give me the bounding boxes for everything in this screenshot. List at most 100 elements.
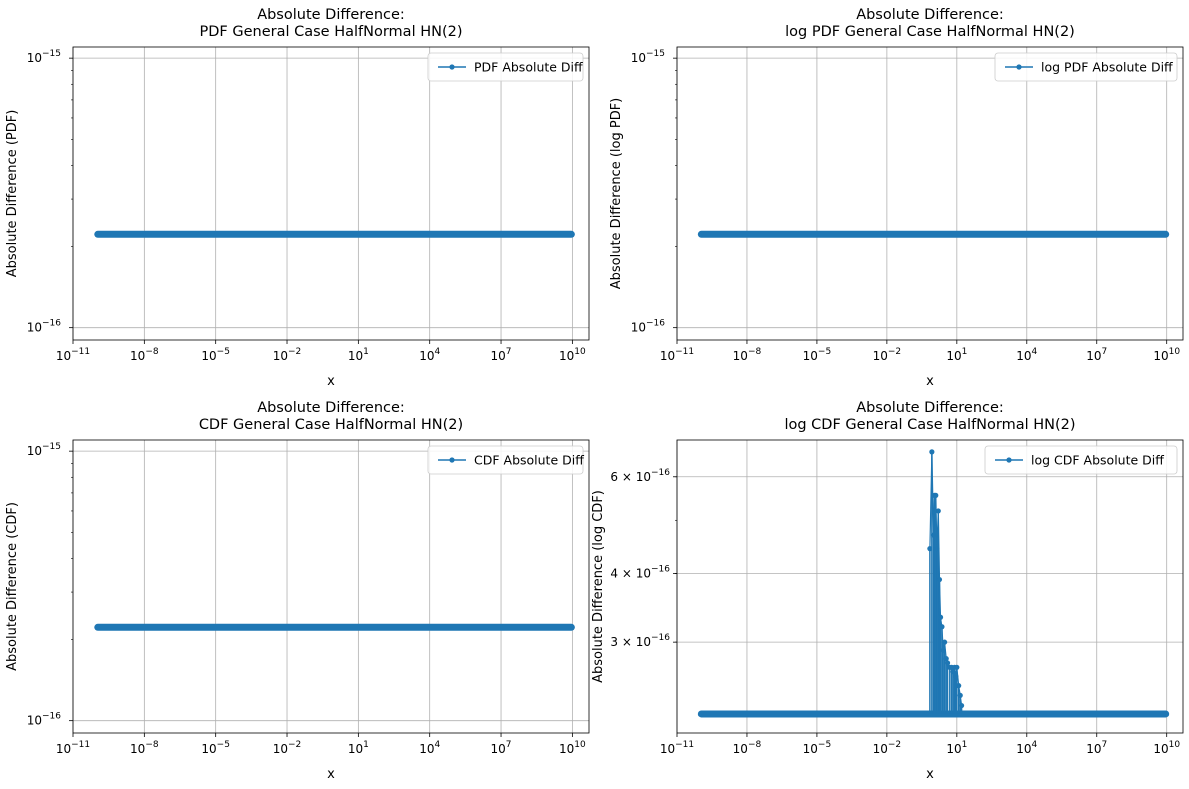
legend-label: log PDF Absolute Diff — [1041, 60, 1173, 75]
x-tick-label: 101 — [348, 347, 369, 363]
chart-title: PDF General Case HalfNormal HN(2) — [200, 24, 463, 40]
chart-1: 10−11 10−8 10−5 10−2 101 104 107 1010x10−1510−1… — [5, 7, 590, 389]
y-tick-label: 10−15 — [631, 49, 665, 65]
legend-label: PDF Absolute Diff — [474, 60, 583, 75]
x-axis-label: x — [926, 767, 934, 782]
y-axis-label: Absolute Difference (PDF) — [5, 110, 20, 278]
x-tick-label: 10−2 — [273, 740, 302, 756]
chart-title: CDF General Case HalfNormal HN(2) — [199, 417, 463, 433]
y-tick-label: 10−16 — [27, 712, 62, 728]
x-tick-label: 104 — [419, 740, 440, 756]
legend: PDF Absolute Diff — [427, 52, 584, 82]
chart-title: log PDF General Case HalfNormal HN(2) — [785, 24, 1075, 40]
x-tick-label: 10−8 — [130, 740, 159, 756]
legend: CDF Absolute Diff — [427, 445, 584, 475]
x-tick-label: 101 — [946, 740, 967, 756]
x-axis: 10−11 10−8 10−5 10−2 101 104 107 1010 — [660, 340, 1180, 363]
axes-frame — [676, 46, 1184, 341]
x-tick-label: 10−8 — [733, 740, 762, 756]
chart-title: Absolute Difference: — [257, 7, 405, 23]
y-tick-label: 10−15 — [27, 49, 61, 65]
x-tick-label: 10−11 — [56, 740, 90, 756]
y-axis: 10−15 10−16 — [27, 442, 73, 728]
grid-lines — [72, 47, 589, 340]
x-axis-label: x — [327, 374, 335, 389]
x-tick-label: 1010 — [1153, 740, 1180, 756]
y-tick-label: 6 × 10−16 — [610, 468, 670, 484]
x-tick-label: 1010 — [559, 347, 586, 363]
x-axis-label: x — [926, 374, 934, 389]
legend-marker — [1006, 457, 1012, 463]
x-tick-label: 101 — [348, 740, 369, 756]
y-axis-label: Absolute Difference (log CDF) — [591, 490, 606, 683]
y-tick-label: 10−16 — [631, 319, 666, 335]
x-tick-label: 10−8 — [130, 347, 159, 363]
x-tick-label: 104 — [1016, 347, 1037, 363]
legend-box — [427, 52, 584, 82]
x-tick-label: 10−2 — [873, 347, 902, 363]
x-tick-label: 10−5 — [803, 740, 832, 756]
x-tick-label: 10−5 — [201, 347, 230, 363]
data-point — [929, 449, 935, 455]
y-tick-label: 10−16 — [27, 319, 62, 335]
series-markers — [697, 230, 1170, 238]
legend-marker — [1016, 64, 1022, 70]
x-tick-label: 10−11 — [56, 347, 90, 363]
x-axis: 10−11 10−8 10−5 10−2 101 104 107 1010 — [56, 340, 586, 363]
plot-area — [697, 449, 1170, 718]
y-tick-label: 10−15 — [27, 442, 61, 458]
series-markers — [94, 623, 575, 631]
x-tick-label: 107 — [1086, 740, 1107, 756]
x-tick-label: 10−11 — [660, 347, 694, 363]
chart-title: log CDF General Case HalfNormal HN(2) — [784, 417, 1075, 433]
x-tick-label: 107 — [491, 347, 512, 363]
plot-area — [697, 230, 1170, 238]
y-tick-label: 3 × 10−16 — [610, 633, 670, 649]
y-axis: 6 × 10−16 4 × 10−16 3 × 10−16 — [610, 468, 677, 649]
x-tick-label: 107 — [491, 740, 512, 756]
x-tick-label: 10−2 — [873, 740, 902, 756]
chart-title: Absolute Difference: — [257, 400, 405, 416]
grid-lines — [72, 440, 589, 733]
chart-4: 10−11 10−8 10−5 10−2 101 104 107 1010 x 6 × 10−16… — [591, 400, 1184, 782]
legend: log CDF Absolute Diff — [984, 445, 1178, 475]
axes-frame — [72, 439, 590, 734]
grid-lines — [676, 47, 1183, 340]
data-point — [958, 702, 965, 709]
x-tick-label: 104 — [419, 347, 440, 363]
x-tick-label: 104 — [1016, 740, 1037, 756]
chart-title: Absolute Difference: — [856, 7, 1004, 23]
legend-marker — [449, 457, 455, 463]
chart-title: Absolute Difference: — [856, 400, 1004, 416]
axes-frame — [72, 46, 590, 341]
y-axis-label: Absolute Difference (CDF) — [5, 502, 20, 671]
legend-box — [427, 445, 584, 475]
x-tick-label: 101 — [946, 347, 967, 363]
x-tick-label: 10−8 — [733, 347, 762, 363]
x-tick-label: 10−5 — [803, 347, 832, 363]
x-tick-label: 10−11 — [660, 740, 694, 756]
x-axis-label: x — [327, 767, 335, 782]
x-tick-label: 1010 — [1153, 347, 1180, 363]
chart-3: 10−11 10−8 10−5 10−2 101 104 107 1010x10−1510−1… — [5, 400, 590, 782]
x-tick-label: 10−5 — [201, 740, 230, 756]
x-tick-label: 1010 — [559, 740, 586, 756]
y-axis: 10−15 10−16 — [631, 49, 677, 335]
legend-box — [994, 52, 1178, 82]
chart-2: 10−11 10−8 10−5 10−2 101 104 107 1010x10−1510−1… — [609, 7, 1184, 389]
axes-frame — [676, 439, 1184, 734]
x-axis: 10−11 10−8 10−5 10−2 101 104 107 1010 — [56, 733, 586, 756]
x-tick-label: 107 — [1086, 347, 1107, 363]
legend-box — [984, 445, 1178, 475]
legend-marker — [449, 64, 455, 70]
legend-label: CDF Absolute Diff — [474, 453, 584, 468]
y-axis: 10−15 10−16 — [27, 49, 73, 335]
x-tick-label: 10−2 — [273, 347, 302, 363]
x-axis: 10−11 10−8 10−5 10−2 101 104 107 1010 — [660, 733, 1180, 756]
y-tick-label: 4 × 10−16 — [610, 565, 670, 581]
spike-envelope — [929, 451, 963, 706]
legend: log PDF Absolute Diff — [994, 52, 1178, 82]
plot-area — [94, 230, 575, 238]
legend-label: log CDF Absolute Diff — [1031, 453, 1164, 468]
